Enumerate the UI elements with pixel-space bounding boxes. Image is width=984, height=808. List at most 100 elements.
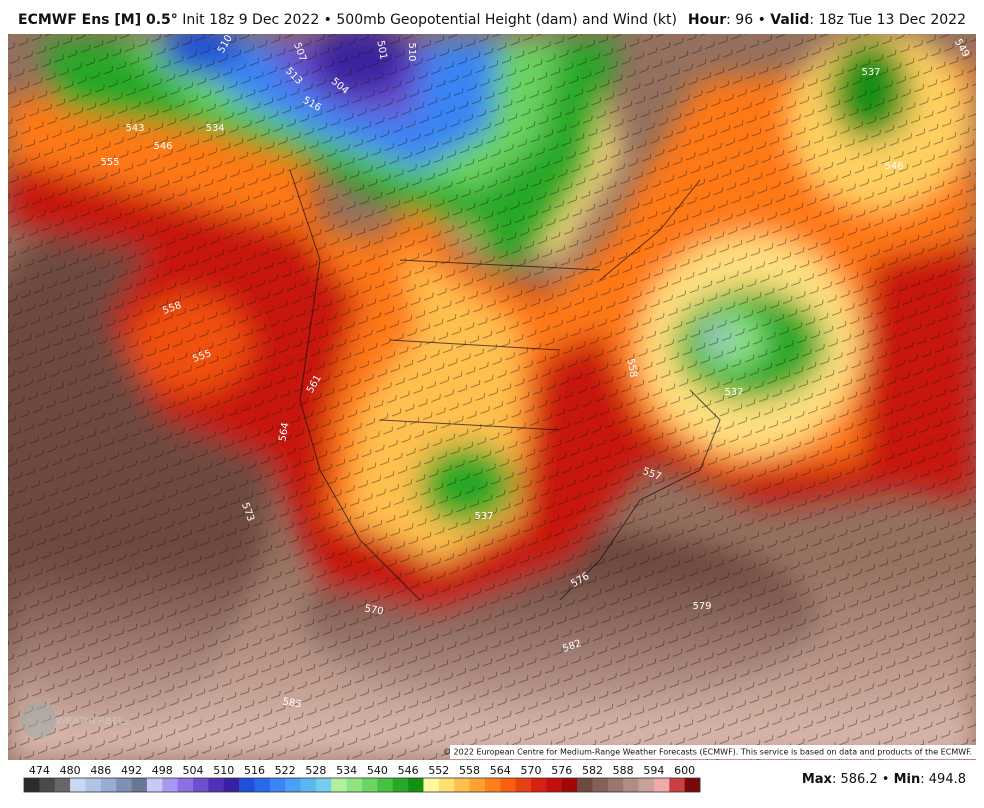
copyright-bg bbox=[450, 745, 976, 759]
colorbar-swatch bbox=[269, 778, 286, 792]
colorbar-swatch bbox=[162, 778, 178, 792]
contour-label: 546 bbox=[153, 141, 172, 152]
colorbar-label: 528 bbox=[305, 764, 326, 777]
colorbar-swatch bbox=[484, 778, 501, 792]
colorbar-label: 546 bbox=[398, 764, 419, 777]
colorbar-swatch bbox=[500, 778, 516, 792]
colorbar-label: 564 bbox=[490, 764, 511, 777]
colorbar-label: 588 bbox=[613, 764, 634, 777]
colorbar-swatch bbox=[408, 778, 424, 792]
contour-label: 570 bbox=[364, 603, 385, 617]
colorbar-swatch bbox=[131, 778, 148, 792]
contour-label: 537 bbox=[474, 511, 493, 522]
contour-label: 546 bbox=[884, 161, 903, 172]
colorbar-swatch bbox=[300, 778, 317, 792]
contour-label: 579 bbox=[692, 601, 711, 612]
min-value: : 494.8 bbox=[920, 772, 966, 787]
colorbar-label: 510 bbox=[213, 764, 234, 777]
colorbar-swatch bbox=[362, 778, 378, 792]
contour-label: 564 bbox=[277, 422, 291, 443]
contour-label: 558 bbox=[624, 358, 638, 379]
colorbar-swatch bbox=[146, 778, 163, 792]
colorbar-swatch bbox=[546, 778, 563, 792]
colorbar-swatch bbox=[208, 778, 225, 792]
colorbar-label: 498 bbox=[152, 764, 173, 777]
colorbar-swatch bbox=[607, 778, 624, 792]
colorbar-swatch bbox=[623, 778, 639, 792]
colorbar-label: 480 bbox=[60, 764, 81, 777]
colorbar-label: 504 bbox=[183, 764, 204, 777]
title-bold: ECMWF Ens [M] 0.5° bbox=[18, 12, 178, 28]
valid-value: : 18z Tue 13 Dec 2022 bbox=[809, 12, 966, 28]
colorbar-label: 582 bbox=[582, 764, 603, 777]
colorbar-swatch bbox=[223, 778, 240, 792]
colorbar-swatch bbox=[531, 778, 547, 792]
colorbar-swatch bbox=[254, 778, 271, 792]
colorbar-swatch bbox=[177, 778, 194, 792]
colorbar-label: 516 bbox=[244, 764, 265, 777]
colorbar-label: 576 bbox=[551, 764, 572, 777]
colorbar-swatch bbox=[561, 778, 578, 792]
header-left: ECMWF Ens [M] 0.5° Init 18z 9 Dec 2022 •… bbox=[18, 12, 677, 28]
colorbar-swatch bbox=[331, 778, 347, 792]
watermark: WEATHERBELL bbox=[20, 702, 130, 738]
colorbar-label: 474 bbox=[29, 764, 50, 777]
colorbar-label: 522 bbox=[275, 764, 296, 777]
colorbar-swatch bbox=[423, 778, 440, 792]
max-value: : 586.2 • bbox=[831, 772, 894, 787]
height-field bbox=[8, 34, 976, 760]
hour-value: : 96 • bbox=[726, 12, 771, 28]
colorbar-label: 558 bbox=[459, 764, 480, 777]
colorbar-label: 486 bbox=[90, 764, 111, 777]
hour-label: Hour bbox=[687, 12, 727, 28]
colorbar-swatch bbox=[239, 778, 255, 792]
colorbar-swatch bbox=[54, 778, 71, 792]
stats: Max: 586.2 • Min: 494.8 bbox=[802, 772, 966, 787]
colorbar-label: 594 bbox=[643, 764, 664, 777]
colorbar: 474 480 486 492 498 504 510 516 522 528 534 540 546 5… bbox=[23, 764, 701, 793]
max-label: Max bbox=[801, 772, 832, 787]
colorbar-swatch bbox=[100, 778, 117, 792]
contour-label: 543 bbox=[125, 123, 144, 134]
colorbar-label: 600 bbox=[674, 764, 695, 777]
copyright: © 2022 European Centre for Medium-Range … bbox=[443, 748, 972, 757]
colorbar-swatch bbox=[515, 778, 532, 792]
valid-label: Valid bbox=[770, 12, 810, 28]
colorbar-swatch bbox=[592, 778, 609, 792]
colorbar-swatch bbox=[638, 778, 655, 792]
colorbar-swatch bbox=[684, 778, 701, 792]
colorbar-swatch bbox=[392, 778, 409, 792]
title-rest: Init 18z 9 Dec 2022 • 500mb Geopotential… bbox=[182, 12, 677, 28]
colorbar-swatch bbox=[438, 778, 455, 792]
contour-label: 510 bbox=[406, 42, 417, 61]
colorbar-frame bbox=[23, 777, 701, 793]
header-right: Hour: 96 • Valid: 18z Tue 13 Dec 2022 bbox=[688, 12, 966, 28]
colorbar-label: 540 bbox=[367, 764, 388, 777]
colorbar-label: 534 bbox=[336, 764, 357, 777]
colorbar-swatch bbox=[116, 778, 132, 792]
contour-label: 537 bbox=[724, 387, 743, 398]
colorbar-swatch bbox=[653, 778, 670, 792]
colorbar-swatch bbox=[70, 778, 86, 792]
watermark-text: WEATHERBELL bbox=[56, 716, 130, 727]
colorbar-swatch bbox=[577, 778, 593, 792]
colorbar-swatch bbox=[669, 778, 685, 792]
contour-label: 555 bbox=[100, 157, 119, 168]
colorbar-swatch bbox=[454, 778, 470, 792]
colorbar-swatch bbox=[315, 778, 332, 792]
colorbar-swatch bbox=[346, 778, 363, 792]
colorbar-swatch bbox=[377, 778, 394, 792]
colorbar-swatch bbox=[285, 778, 301, 792]
colorbar-swatch bbox=[39, 778, 56, 792]
min-label: Min bbox=[893, 772, 921, 787]
colorbar-label: 492 bbox=[121, 764, 142, 777]
colorbar-swatch bbox=[85, 778, 102, 792]
colorbar-label: 570 bbox=[521, 764, 542, 777]
contour-label: 585 bbox=[282, 696, 303, 710]
contour-label: 501 bbox=[374, 40, 388, 61]
colorbar-swatch bbox=[24, 778, 40, 792]
contour-label: 537 bbox=[861, 67, 880, 78]
colorbar-swatch bbox=[193, 778, 209, 792]
